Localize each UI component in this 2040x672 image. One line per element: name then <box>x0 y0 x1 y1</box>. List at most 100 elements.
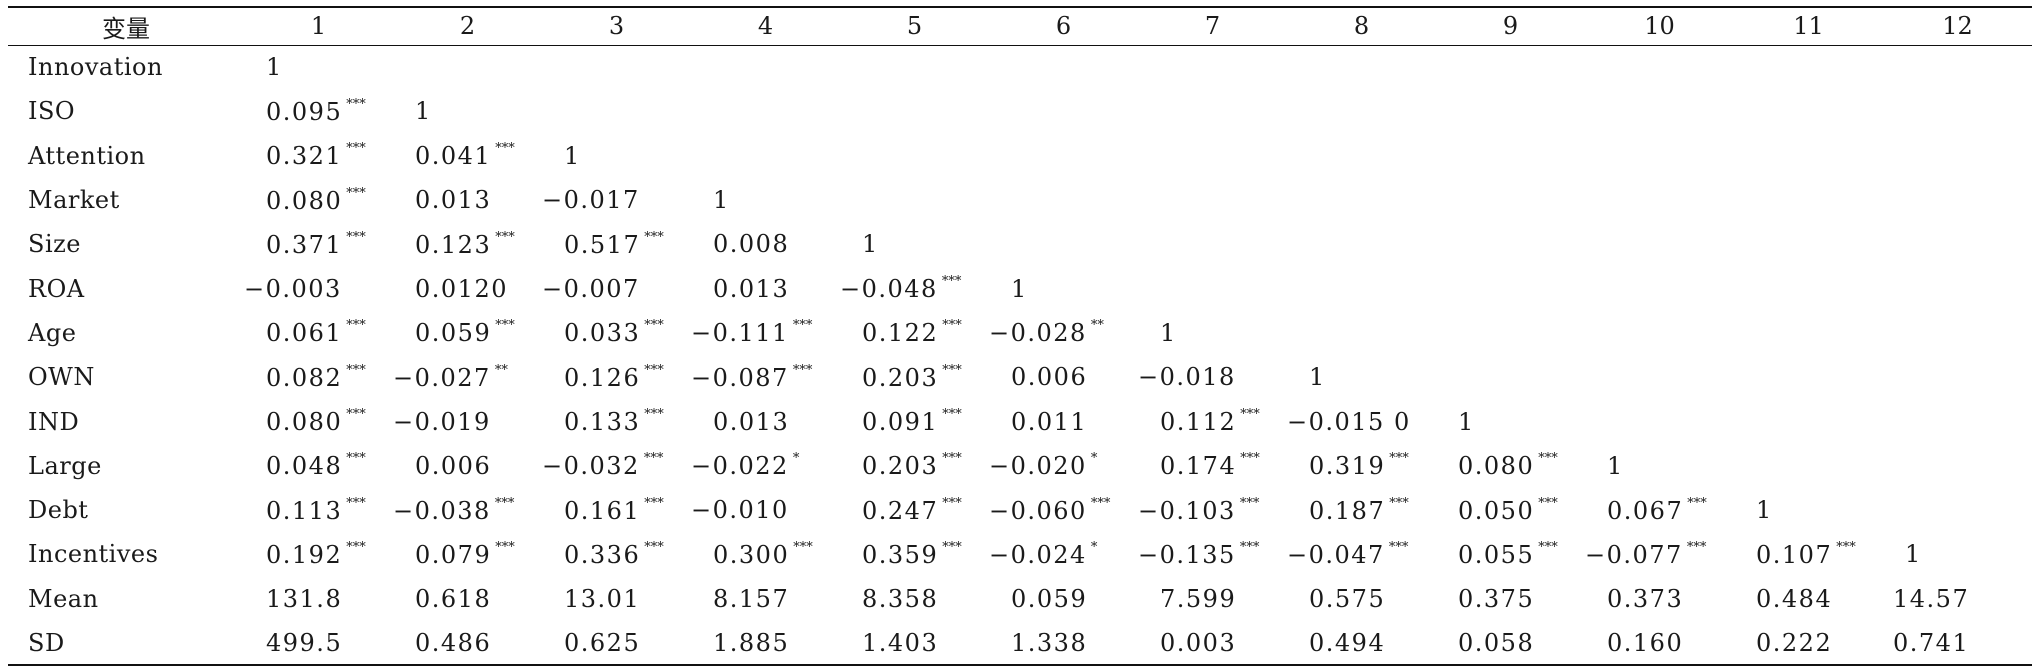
table-cell: 1 <box>1287 355 1436 399</box>
cell-value: 0.336 <box>564 540 641 569</box>
column-header-8: 8 <box>1353 12 1370 41</box>
cell-value: 1 <box>1905 540 1922 569</box>
table-cell <box>1883 134 2032 178</box>
table-row: OWN 0.082 *** −0.027 ** 0.126 *** −0.087 *** 0.20… <box>8 355 2032 399</box>
cell-value: 0.359 <box>862 540 939 569</box>
table-cell <box>1585 134 1734 178</box>
row-label: ROA <box>28 274 85 303</box>
table-cell: −0.017 <box>542 178 691 222</box>
table-cell: 0.133 *** <box>542 399 691 443</box>
table-cell: 8.358 <box>840 577 989 621</box>
table-row: Age 0.061 *** 0.059 *** 0.033 *** −0.111 *** 0.12… <box>8 311 2032 355</box>
cell-value: 13.01 <box>564 584 641 613</box>
table-cell <box>1585 399 1734 443</box>
cell-value: 0.222 <box>1756 628 1833 657</box>
table-cell: −0.003 <box>244 266 393 310</box>
row-label: Debt <box>28 496 89 525</box>
cell-value: −0.018 <box>1138 363 1236 392</box>
cell-value: −0.028 <box>989 319 1087 348</box>
table-cell: 0.067 *** <box>1585 488 1734 532</box>
cell-value: 0.741 <box>1893 628 1970 657</box>
table-row: Incentives 0.192 *** 0.079 *** 0.336 *** 0.300 *… <box>8 532 2032 576</box>
cell-value: 1 <box>415 97 432 126</box>
table-cell <box>1585 222 1734 266</box>
cell-value: 1.885 <box>713 628 790 657</box>
table-cell <box>1883 89 2032 133</box>
significance-marker: *** <box>346 229 366 245</box>
cell-value: 0.375 <box>1458 584 1535 613</box>
row-label: Large <box>28 451 102 480</box>
table-cell: 0.0120 <box>393 266 542 310</box>
significance-marker: *** <box>942 451 962 467</box>
cell-value: 0.059 <box>1011 584 1088 613</box>
table-cell <box>1883 266 2032 310</box>
row-label: Incentives <box>28 540 159 569</box>
table-cell <box>1734 178 1883 222</box>
table-cell <box>989 222 1138 266</box>
table-cell: 1.338 <box>989 621 1138 665</box>
significance-marker: *** <box>942 495 962 511</box>
table-cell <box>691 134 840 178</box>
table-cell: 0.033 *** <box>542 311 691 355</box>
table-cell <box>1287 134 1436 178</box>
table-cell <box>1883 444 2032 488</box>
cell-value: 0.321 <box>266 142 343 171</box>
table-cell: 0.048 *** <box>244 444 393 488</box>
cell-value: 0.082 <box>266 363 343 392</box>
cell-value: 0.080 <box>1458 452 1535 481</box>
significance-marker: *** <box>1538 539 1558 555</box>
significance-marker: *** <box>1538 451 1558 467</box>
row-label: OWN <box>28 363 95 392</box>
column-header-6: 6 <box>1055 12 1072 41</box>
table-cell <box>1734 355 1883 399</box>
table-cell <box>1734 134 1883 178</box>
cell-value: −0.047 <box>1287 540 1385 569</box>
table-row: Size 0.371 *** 0.123 *** 0.517 *** 0.008 1 <box>8 222 2032 266</box>
significance-marker: *** <box>346 407 366 423</box>
header-row: 变量 1 2 3 4 5 6 7 8 9 10 11 12 <box>8 7 2032 45</box>
table-cell: 0.494 <box>1287 621 1436 665</box>
column-header-4: 4 <box>757 12 774 41</box>
column-header-12: 12 <box>1942 12 1973 41</box>
table-cell: 0.187 *** <box>1287 488 1436 532</box>
table-cell: 1 <box>1138 311 1287 355</box>
table-cell <box>542 45 691 89</box>
correlation-table-container: 变量 1 2 3 4 5 6 7 8 9 10 11 12 Innovation 1 ISO 0.095 **… <box>8 6 2032 666</box>
column-header-7: 7 <box>1204 12 1221 41</box>
column-header-1: 1 <box>310 12 327 41</box>
cell-value: −0.087 <box>691 363 789 392</box>
table-cell <box>1287 45 1436 89</box>
row-label: Attention <box>28 141 146 170</box>
cell-value: 0.517 <box>564 230 641 259</box>
significance-marker: *** <box>495 318 515 334</box>
table-cell <box>691 45 840 89</box>
table-cell: 0.006 <box>989 355 1138 399</box>
table-cell: 0.059 *** <box>393 311 542 355</box>
cell-value: −0.019 <box>393 407 491 436</box>
cell-value: 0.058 <box>1458 628 1535 657</box>
cell-value: −0.010 <box>691 496 789 525</box>
cell-value: 0.013 <box>713 274 790 303</box>
table-cell <box>1287 178 1436 222</box>
table-cell: 0.161 *** <box>542 488 691 532</box>
cell-value: 0.126 <box>564 363 641 392</box>
column-header-2: 2 <box>459 12 476 41</box>
table-cell: 0.013 <box>691 399 840 443</box>
table-cell: 0.359 *** <box>840 532 989 576</box>
correlation-table: 变量 1 2 3 4 5 6 7 8 9 10 11 12 Innovation 1 ISO 0.095 **… <box>8 6 2032 666</box>
cell-value: 0.091 <box>862 408 939 437</box>
significance-marker: *** <box>644 495 664 511</box>
cell-value: 0.133 <box>564 408 641 437</box>
table-cell: 0.741 <box>1883 621 2032 665</box>
cell-value: 1 <box>713 186 730 215</box>
cell-value: 0.013 <box>415 186 492 215</box>
table-cell: 0.095 *** <box>244 89 393 133</box>
cell-value: −0.077 <box>1585 540 1683 569</box>
cell-value: 1 <box>266 53 283 82</box>
table-cell: 0.058 <box>1436 621 1585 665</box>
significance-marker: *** <box>1389 451 1409 467</box>
significance-marker: *** <box>942 318 962 334</box>
cell-value: −0.103 <box>1138 496 1236 525</box>
cell-value: 0.484 <box>1756 584 1833 613</box>
table-cell <box>1287 266 1436 310</box>
